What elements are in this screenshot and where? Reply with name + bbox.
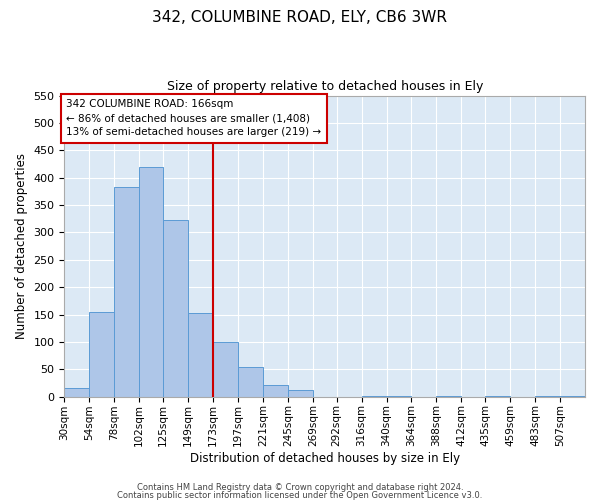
Bar	[263, 384, 288, 396]
Bar	[89, 312, 114, 396]
X-axis label: Distribution of detached houses by size in Ely: Distribution of detached houses by size …	[190, 452, 460, 465]
Bar	[238, 366, 263, 396]
Bar	[163, 220, 188, 396]
Bar	[114, 187, 139, 396]
Text: 342 COLUMBINE ROAD: 166sqm
← 86% of detached houses are smaller (1,408)
13% of s: 342 COLUMBINE ROAD: 166sqm ← 86% of deta…	[67, 100, 322, 138]
Text: 342, COLUMBINE ROAD, ELY, CB6 3WR: 342, COLUMBINE ROAD, ELY, CB6 3WR	[152, 10, 448, 25]
Text: Contains public sector information licensed under the Open Government Licence v3: Contains public sector information licen…	[118, 490, 482, 500]
Text: Contains HM Land Registry data © Crown copyright and database right 2024.: Contains HM Land Registry data © Crown c…	[137, 484, 463, 492]
Bar	[188, 313, 213, 396]
Bar	[64, 388, 89, 396]
Title: Size of property relative to detached houses in Ely: Size of property relative to detached ho…	[167, 80, 483, 93]
Bar	[288, 390, 313, 396]
Bar	[139, 166, 163, 396]
Bar	[213, 342, 238, 396]
Y-axis label: Number of detached properties: Number of detached properties	[15, 153, 28, 339]
